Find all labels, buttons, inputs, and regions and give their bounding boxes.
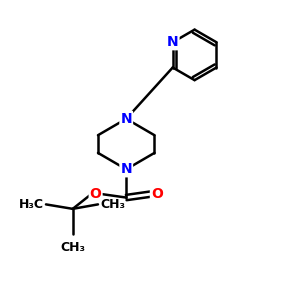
Text: O: O — [151, 187, 163, 201]
Text: CH₃: CH₃ — [60, 241, 85, 254]
Text: N: N — [120, 162, 132, 176]
Text: CH₃: CH₃ — [100, 198, 125, 211]
Text: O: O — [90, 187, 101, 201]
Text: H₃C: H₃C — [19, 198, 44, 211]
Text: N: N — [167, 35, 178, 49]
Text: N: N — [120, 112, 132, 126]
